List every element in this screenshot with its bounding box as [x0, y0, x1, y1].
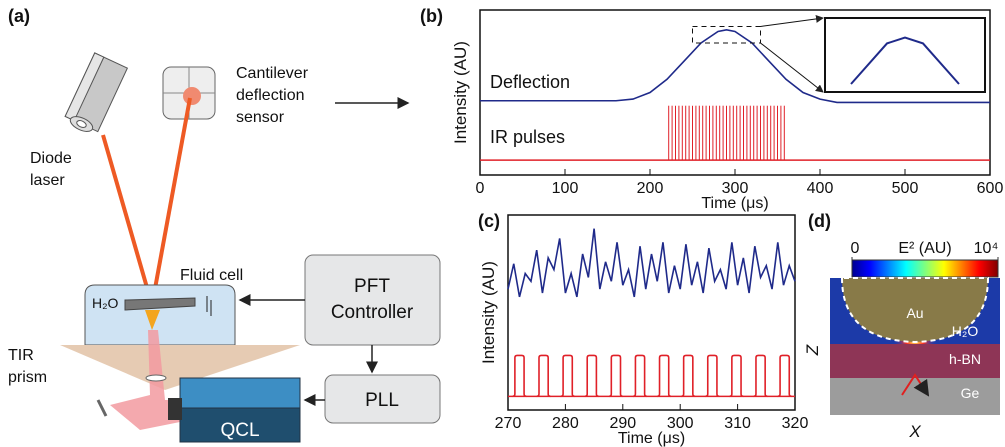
- x-tick-label: 500: [892, 180, 919, 197]
- hbn-layer: [830, 344, 1000, 378]
- panel-label: (c): [478, 211, 500, 231]
- pulse: [777, 354, 792, 398]
- x-axis-label: X: [908, 422, 921, 441]
- pulse: [536, 354, 551, 398]
- label: Diode laser: [30, 150, 72, 189]
- x-tick-label: 0: [476, 180, 485, 197]
- series-label: Deflection: [490, 72, 570, 92]
- x-tick-label: 290: [609, 415, 636, 432]
- pulse: [584, 354, 599, 398]
- plot-frame: [507, 214, 796, 411]
- panel-label: (d): [808, 211, 831, 231]
- pulse: [560, 354, 575, 398]
- pulse: [608, 354, 623, 398]
- controller-box: [304, 254, 441, 346]
- panel-label: (b): [420, 6, 443, 26]
- x-tick-label: 600: [977, 180, 1004, 197]
- label: PFT Controller: [331, 276, 414, 323]
- pulse: [753, 354, 768, 398]
- zoom-box: [692, 26, 761, 44]
- pulse: [512, 354, 527, 398]
- label: TIR prism: [8, 347, 47, 386]
- data-line: [480, 28, 990, 104]
- label: Cantilever deflection sensor: [236, 65, 309, 126]
- colorbar-tick-label: 10⁴: [974, 240, 999, 257]
- colorbar-label: E² (AU): [898, 240, 951, 257]
- pulse: [729, 354, 744, 398]
- x-tick-label: 280: [552, 415, 579, 432]
- pulse: [657, 354, 672, 398]
- reflection: [901, 373, 930, 397]
- inset-line: [850, 36, 960, 85]
- pulse: [633, 354, 647, 398]
- x-tick-label: 100: [552, 180, 579, 197]
- x-tick-label: 300: [722, 180, 749, 197]
- data-line: [507, 228, 796, 298]
- label: Fluid cell: [180, 267, 243, 284]
- panel-label: (a): [8, 6, 30, 26]
- inset-frame: [824, 17, 986, 93]
- region-label: Ge: [961, 385, 980, 401]
- x-tick-label: 200: [637, 180, 664, 197]
- region-label: Au: [906, 305, 923, 321]
- region-label: h-BN: [949, 351, 981, 367]
- label: H₂O: [92, 295, 119, 311]
- pulse: [681, 354, 696, 398]
- prism: [60, 345, 300, 390]
- x-axis-label: Time (μs): [701, 195, 768, 212]
- colorbar: [851, 259, 999, 278]
- label: QCL: [220, 420, 259, 441]
- region-label: H₂O: [952, 323, 979, 339]
- series-label: IR pulses: [490, 127, 565, 147]
- label: PLL: [365, 390, 399, 411]
- tip: [840, 277, 990, 344]
- panel-a: (a) Diode laser Cantilever deflection senso…: [8, 6, 441, 443]
- zoom-arrow: [760, 14, 824, 27]
- x-tick-label: 300: [667, 415, 694, 432]
- x-tick-label: 400: [807, 180, 834, 197]
- x-tick-label: 320: [782, 415, 809, 432]
- x-tick-label: 270: [495, 415, 522, 432]
- y-axis-label: Intensity (AU): [451, 41, 470, 144]
- x-axis-label: Time (μs): [618, 430, 685, 447]
- pulse: [705, 354, 720, 398]
- laser-icon: [64, 52, 129, 133]
- pll-box: [324, 374, 441, 424]
- y-axis-label: Z: [803, 344, 822, 356]
- fluid-cell: [84, 284, 236, 346]
- zoom-arrow: [760, 42, 824, 93]
- colorbar-tick-label: 0: [851, 240, 860, 257]
- y-axis-label: Intensity (AU): [479, 261, 498, 364]
- x-tick-label: 310: [724, 415, 751, 432]
